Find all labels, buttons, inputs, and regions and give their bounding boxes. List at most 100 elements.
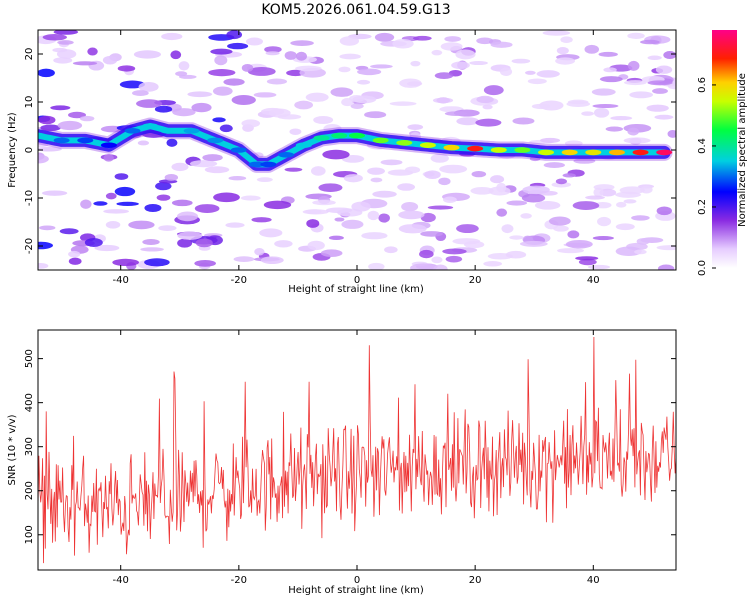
heatmap-ridge-blob	[372, 137, 389, 144]
heatmap-noise-patch	[500, 67, 513, 77]
heatmap-noise-patch	[631, 215, 650, 221]
heatmap-noise-patch	[496, 182, 507, 193]
heatmap-noise-patch	[592, 236, 614, 241]
x-tick-label: 20	[469, 275, 482, 286]
heatmap-noise-patch	[318, 183, 343, 192]
heatmap-noise-patch	[339, 53, 361, 60]
heatmap-noise-patch	[256, 177, 273, 183]
x-tick-label: 40	[587, 275, 600, 286]
heatmap-ridge-blob	[142, 123, 159, 129]
heatmap-ridge	[38, 117, 673, 173]
heatmap-noise-patch	[519, 240, 548, 247]
heatmap-noise-patch	[573, 158, 596, 164]
heatmap-noise-patch	[542, 30, 571, 36]
y-tick-label: 100	[24, 525, 35, 544]
heatmap-noise-patch	[575, 256, 599, 261]
y-tick-label: -20	[24, 238, 35, 254]
colorbar-gradient	[712, 30, 737, 268]
heatmap-noise-patch	[253, 92, 277, 98]
heatmap-noise-patch	[501, 224, 514, 234]
figure-title: KOM5.2026.061.04.59.G13	[261, 2, 450, 18]
heatmap-noise-patch	[94, 244, 120, 252]
heatmap-noise-patch	[137, 140, 150, 146]
heatmap-noise-patch	[231, 94, 256, 105]
heatmap-noise-patch	[128, 220, 155, 230]
heatmap-noise-patch	[490, 41, 513, 48]
heatmap-noise-patch	[640, 39, 660, 45]
y-tick-label: 200	[24, 481, 35, 500]
heatmap-noise-patch	[512, 117, 535, 125]
heatmap-ridge-blob	[100, 142, 117, 148]
heatmap-noise-patch	[144, 203, 162, 213]
heatmap-noise-patch	[409, 263, 437, 270]
heatmap-noise-patch	[476, 37, 494, 45]
heatmap-noise-patch	[593, 187, 604, 198]
heatmap-noise-patch	[647, 80, 673, 86]
heatmap-noise-patch	[38, 147, 62, 152]
heatmap-noise-patch	[138, 81, 159, 92]
heatmap-noise-patch	[555, 178, 568, 185]
heatmap-noise-patch	[84, 238, 103, 247]
heatmap-noise-patch	[42, 34, 67, 41]
heatmap-noise-patch	[305, 209, 322, 215]
heatmap-noise-patch	[475, 118, 502, 127]
heatmap-noise-patch	[404, 166, 421, 174]
heatmap-noise-patch	[420, 212, 436, 223]
heatmap-noise-patch	[581, 111, 594, 116]
heatmap-noise-patch	[208, 69, 236, 77]
heatmap-noise-patch	[260, 256, 284, 265]
heatmap-noise-patch	[213, 192, 240, 203]
heatmap-noise-patch	[597, 216, 612, 227]
heatmap-noise-patch	[560, 36, 573, 44]
heatmap-noise-patch	[311, 166, 326, 176]
heatmap-noise-patch	[219, 124, 233, 133]
heatmap-noise-patch	[364, 111, 387, 119]
heatmap-noise-patch	[144, 258, 170, 267]
heatmap-noise-patch	[178, 61, 190, 71]
heatmap-noise-patch	[352, 95, 377, 104]
heatmap-noise-patch	[370, 64, 393, 69]
heatmap-noise-patch	[551, 181, 572, 188]
heatmap-noise-patch	[68, 111, 86, 119]
heatmap-noise-patch	[53, 30, 79, 35]
heatmap-ridge-blob	[349, 132, 365, 139]
colorbar-label: Normalized spectral amplitude	[737, 73, 748, 227]
heatmap-noise-patch	[158, 225, 177, 232]
colorbar-ticks: 0.0 0.2 0.4 0.6	[697, 77, 716, 276]
heatmap-noise-patch	[431, 256, 443, 264]
heatmap-ridge-blob	[278, 152, 295, 158]
heatmap-noise-patch	[624, 80, 647, 86]
heatmap-ridge-blob	[159, 128, 176, 134]
heatmap-noise-patch	[40, 124, 61, 132]
heatmap-x-label: Height of straight line (km)	[288, 284, 424, 295]
heatmap-noise-patch	[627, 32, 645, 39]
snr-y-label: SNR (10 * v/v)	[7, 414, 18, 485]
snr-panel: -40 -20 0 20 40 100 200 300 400 500 Height of st…	[7, 329, 677, 596]
heatmap-noise-patch	[341, 219, 364, 229]
heatmap-noise-patch	[164, 173, 179, 181]
heatmap-ridge-blob	[656, 149, 673, 156]
heatmap-noise-patch	[263, 200, 292, 210]
heatmap-noise-patch	[430, 153, 449, 163]
heatmap-noise-patch	[93, 201, 108, 206]
heatmap-noise-patch	[59, 228, 79, 235]
heatmap-noise-patch	[564, 140, 583, 147]
heatmap-ridge-blob	[295, 142, 312, 148]
heatmap-noise-patch	[511, 58, 531, 64]
heatmap-noise-patch	[171, 199, 193, 207]
heatmap-noise-patch	[57, 40, 74, 45]
heatmap-noise-patch	[634, 249, 647, 255]
heatmap-noise-patch	[177, 238, 193, 248]
snr-x-label: Height of straight line (km)	[288, 585, 424, 596]
heatmap-noise-patch	[136, 99, 163, 108]
heatmap-noise-patch	[557, 248, 585, 254]
heatmap-noise-patch	[655, 65, 673, 74]
heatmap-noise-patch	[367, 210, 380, 221]
heatmap-noise-patch	[254, 247, 265, 256]
x-tick-label: 0	[354, 275, 360, 286]
heatmap-noise-patch	[142, 238, 160, 246]
heatmap-noise-patch	[227, 42, 249, 50]
heatmap-noise-patch	[367, 167, 385, 175]
heatmap-noise-patch	[313, 116, 334, 125]
heatmap-noise-patch	[585, 195, 605, 200]
